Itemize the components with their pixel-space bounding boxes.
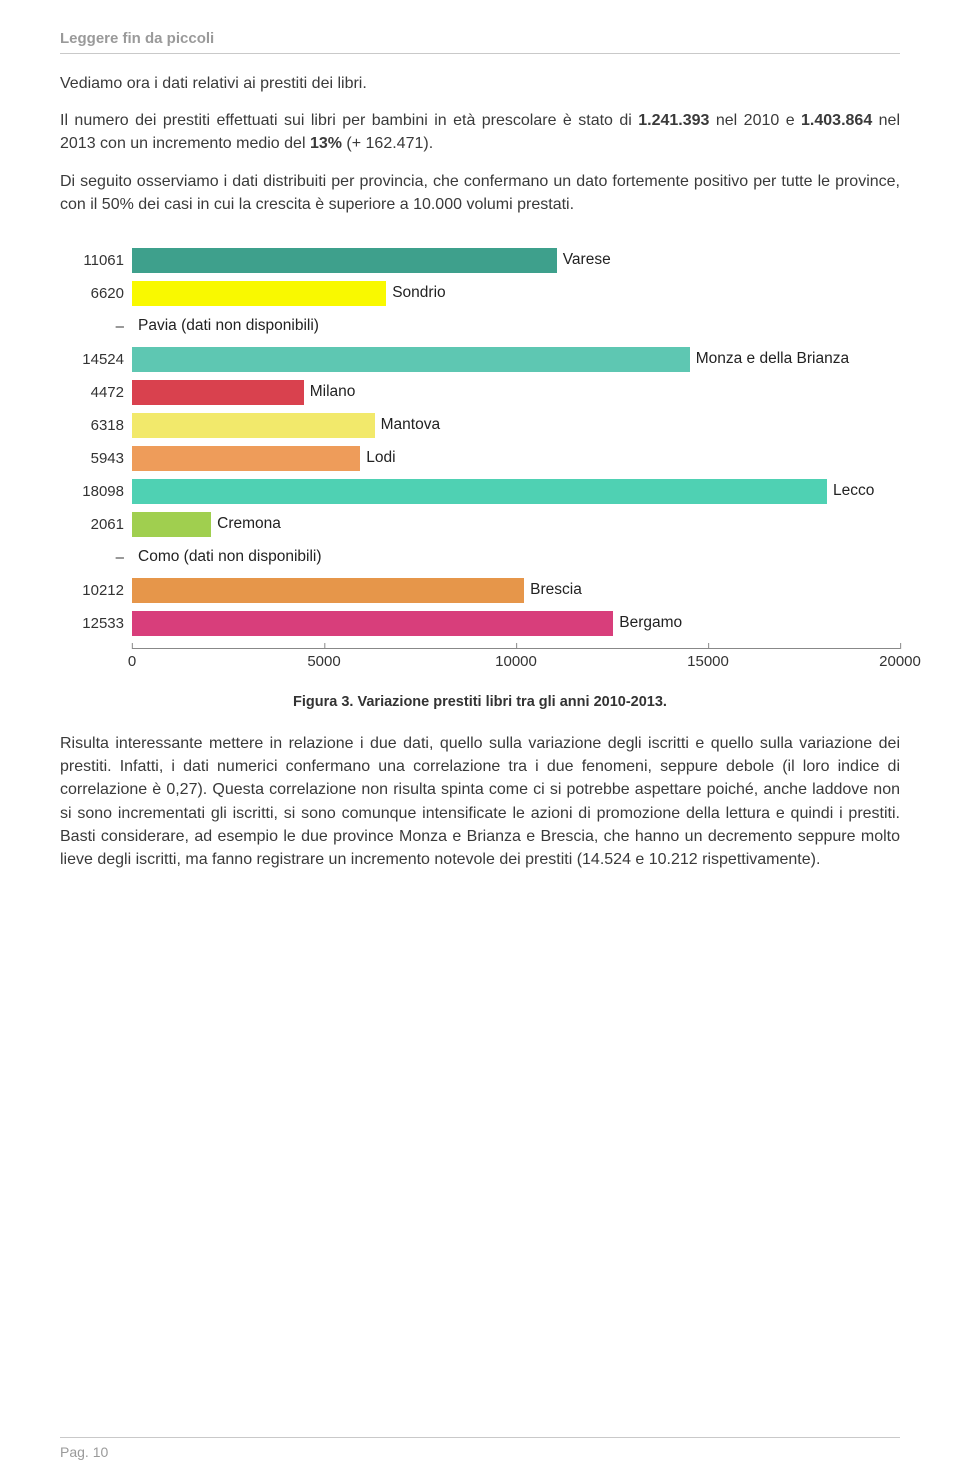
bar-area: Varese	[132, 244, 900, 277]
bar-area: Brescia	[132, 574, 900, 607]
paragraph-2: Il numero dei prestiti effettuati sui li…	[60, 109, 900, 155]
chart-row: –Pavia (dati non disponibili)	[60, 310, 900, 343]
bar	[132, 512, 211, 537]
chart-row: 14524 Monza e della Brianza	[60, 343, 900, 376]
p2-d: 1.403.864	[801, 112, 872, 129]
axis-spacer	[60, 648, 132, 678]
bar-series-label: Monza e della Brianza	[696, 350, 849, 368]
x-tick: 5000	[307, 643, 340, 670]
y-value-label: 18098	[60, 483, 132, 500]
x-tick: 10000	[495, 643, 537, 670]
bar	[132, 248, 557, 273]
bar-area: Sondrio	[132, 277, 900, 310]
x-tick-label: 10000	[495, 653, 537, 670]
chart-row: 2061 Cremona	[60, 508, 900, 541]
x-tick: 20000	[879, 643, 921, 670]
bar-series-label: Lodi	[366, 449, 395, 467]
bar	[132, 611, 613, 636]
bar-series-label: Lecco	[833, 482, 874, 500]
chart-row: 11061 Varese	[60, 244, 900, 277]
chart-row: 4472 Milano	[60, 376, 900, 409]
bar	[132, 578, 524, 603]
bar	[132, 446, 360, 471]
y-value-label: 6620	[60, 285, 132, 302]
y-value-label: 10212	[60, 582, 132, 599]
bar-area: Milano	[132, 376, 900, 409]
y-value-label: 14524	[60, 351, 132, 368]
doc-header: Leggere fin da piccoli	[60, 30, 900, 54]
y-value-label: 2061	[60, 516, 132, 533]
bar-area: Lecco	[132, 475, 900, 508]
axis-area: 05000100001500020000	[132, 648, 900, 678]
bar	[132, 479, 827, 504]
x-tick-label: 15000	[687, 653, 729, 670]
bar-series-label: Bergamo	[619, 614, 682, 632]
paragraph-1: Vediamo ora i dati relativi ai prestiti …	[60, 72, 900, 95]
bar	[132, 281, 386, 306]
bar-chart: 11061Varese6620Sondrio–Pavia (dati non d…	[60, 244, 900, 640]
x-tick-label: 20000	[879, 653, 921, 670]
chart-row: 12533 Bergamo	[60, 607, 900, 640]
bar	[132, 380, 304, 405]
bar-series-label: Pavia (dati non disponibili)	[138, 317, 319, 335]
y-value-label: 12533	[60, 615, 132, 632]
p2-a: Il numero dei prestiti effettuati sui li…	[60, 112, 638, 129]
x-tick-label: 5000	[307, 653, 340, 670]
chart-row: 5943 Lodi	[60, 442, 900, 475]
y-value-label: –	[60, 318, 132, 335]
x-tick: 15000	[687, 643, 729, 670]
y-value-label: 4472	[60, 384, 132, 401]
page-number: Pag. 10	[60, 1444, 108, 1460]
x-tick: 0	[128, 643, 136, 670]
bar-area: Bergamo	[132, 607, 900, 640]
bar-area: Cremona	[132, 508, 900, 541]
x-axis: 05000100001500020000	[60, 648, 900, 678]
bar-series-label: Brescia	[530, 581, 582, 599]
bar-series-label: Sondrio	[392, 284, 445, 302]
bar-area: Como (dati non disponibili)	[132, 541, 900, 574]
chart-row: –Como (dati non disponibili)	[60, 541, 900, 574]
bar-series-label: Varese	[563, 251, 611, 269]
doc-header-title: Leggere fin da piccoli	[60, 30, 214, 47]
p2-b: 1.241.393	[638, 112, 709, 129]
chart-caption: Figura 3. Variazione prestiti libri tra …	[60, 694, 900, 710]
p2-g: (+ 162.471).	[342, 135, 433, 152]
bar-series-label: Cremona	[217, 515, 281, 533]
bar-series-label: Como (dati non disponibili)	[138, 548, 322, 566]
chart-row: 6318 Mantova	[60, 409, 900, 442]
bar-area: Lodi	[132, 442, 900, 475]
bar-series-label: Mantova	[381, 416, 440, 434]
y-value-label: 6318	[60, 417, 132, 434]
y-value-label: –	[60, 549, 132, 566]
p2-f: 13%	[310, 135, 342, 152]
bar	[132, 347, 690, 372]
chart-container: 11061Varese6620Sondrio–Pavia (dati non d…	[60, 244, 900, 710]
page-footer: Pag. 10	[60, 1437, 900, 1460]
y-value-label: 5943	[60, 450, 132, 467]
p2-c: nel 2010 e	[709, 112, 801, 129]
paragraph-4: Risulta interessante mettere in relazion…	[60, 732, 900, 871]
bar-area: Mantova	[132, 409, 900, 442]
bar-area: Monza e della Brianza	[132, 343, 900, 376]
bar-series-label: Milano	[310, 383, 356, 401]
chart-row: 18098 Lecco	[60, 475, 900, 508]
bar	[132, 413, 375, 438]
paragraph-3: Di seguito osserviamo i dati distribuiti…	[60, 170, 900, 216]
y-value-label: 11061	[60, 252, 132, 269]
x-tick-label: 0	[128, 653, 136, 670]
chart-row: 6620 Sondrio	[60, 277, 900, 310]
chart-row: 10212 Brescia	[60, 574, 900, 607]
bar-area: Pavia (dati non disponibili)	[132, 310, 900, 343]
